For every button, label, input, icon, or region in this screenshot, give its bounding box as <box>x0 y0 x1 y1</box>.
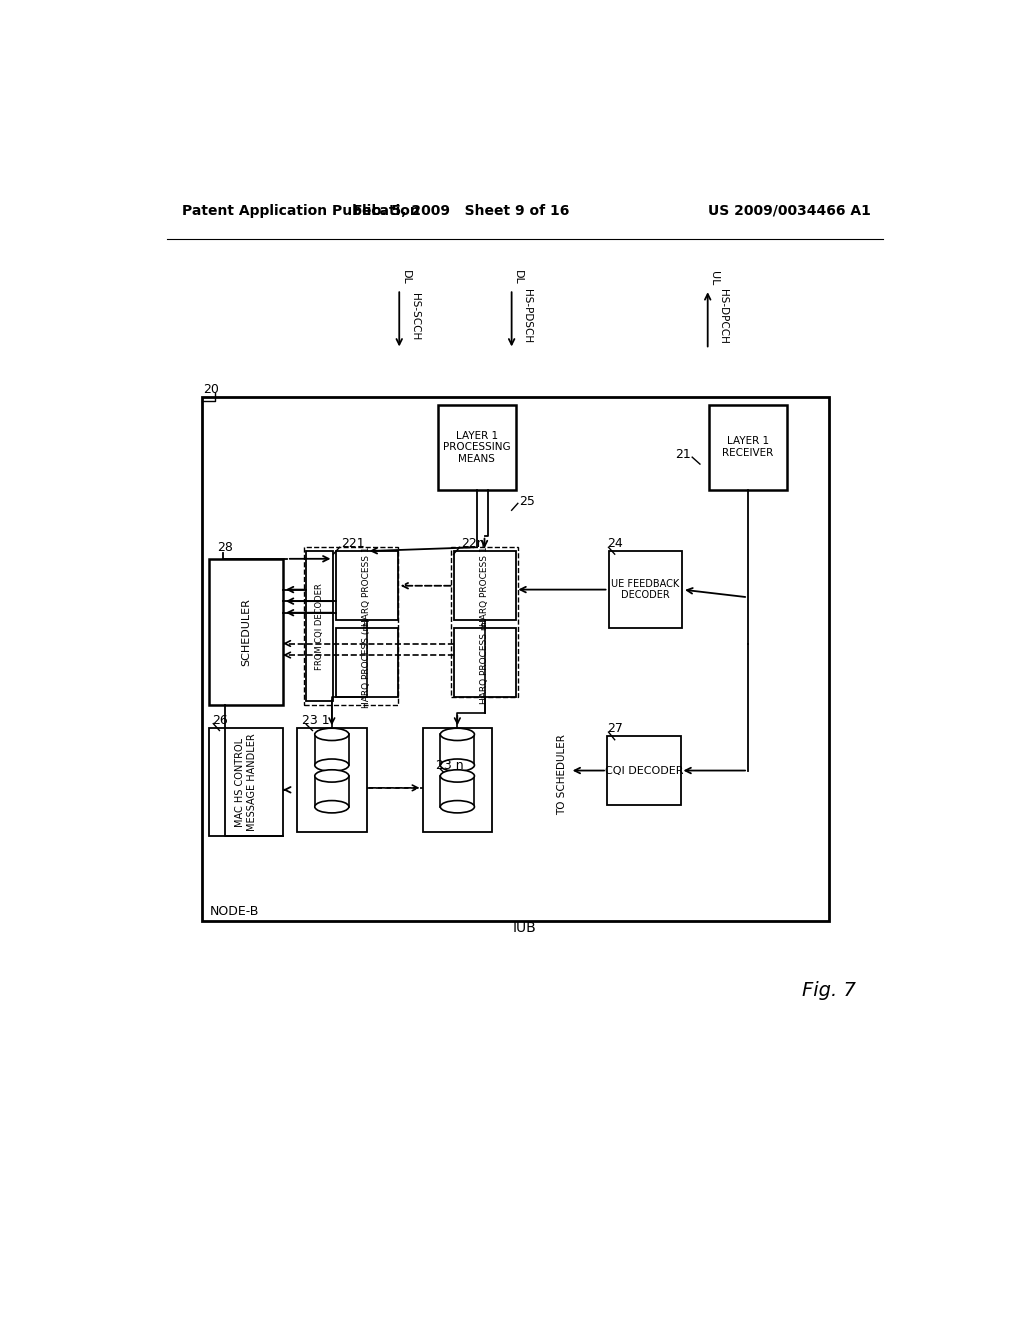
Text: DL: DL <box>400 271 411 285</box>
Text: 23 n: 23 n <box>436 759 464 772</box>
Text: Patent Application Publication: Patent Application Publication <box>182 203 420 218</box>
Text: UL: UL <box>709 271 719 285</box>
Text: HS-SCCH: HS-SCCH <box>410 293 420 339</box>
Bar <box>297 729 367 832</box>
Text: HARQ PROCESS m: HARQ PROCESS m <box>480 622 489 704</box>
Ellipse shape <box>314 759 349 771</box>
Bar <box>608 552 682 628</box>
Text: Feb. 5, 2009   Sheet 9 of 16: Feb. 5, 2009 Sheet 9 of 16 <box>353 203 569 218</box>
Bar <box>336 628 397 697</box>
Text: US 2009/0034466 A1: US 2009/0034466 A1 <box>708 203 870 218</box>
Text: IUB: IUB <box>513 921 537 936</box>
Text: LAYER 1
PROCESSING
MEANS: LAYER 1 PROCESSING MEANS <box>443 430 511 463</box>
Text: DL: DL <box>513 271 523 285</box>
Text: UE FEEDBACK
DECODER: UE FEEDBACK DECODER <box>611 578 680 601</box>
Text: 20: 20 <box>203 383 219 396</box>
Text: NODE-B: NODE-B <box>209 906 259 917</box>
Text: 25: 25 <box>519 495 536 508</box>
Text: HARQ PROCESS 1: HARQ PROCESS 1 <box>480 546 489 626</box>
Text: 22n: 22n <box>461 537 485 550</box>
Bar <box>314 776 349 807</box>
Text: HARQ PROCESS 1: HARQ PROCESS 1 <box>362 546 372 626</box>
Bar <box>304 548 397 705</box>
Ellipse shape <box>440 729 474 741</box>
Ellipse shape <box>440 770 474 781</box>
Text: LAYER 1
RECEIVER: LAYER 1 RECEIVER <box>722 437 773 458</box>
Text: 26: 26 <box>212 714 227 727</box>
Bar <box>607 737 681 805</box>
Text: MAC HS CONTROL
MESSAGE HANDLER: MAC HS CONTROL MESSAGE HANDLER <box>236 733 257 832</box>
Ellipse shape <box>440 800 474 813</box>
Text: 23 1: 23 1 <box>302 714 330 727</box>
Bar <box>454 628 515 697</box>
Bar <box>710 405 786 490</box>
Ellipse shape <box>314 770 349 781</box>
Bar <box>423 729 493 832</box>
Bar <box>314 734 349 766</box>
Bar <box>438 405 515 490</box>
Text: Fig. 7: Fig. 7 <box>802 981 856 999</box>
Bar <box>202 397 829 921</box>
Bar <box>440 734 474 766</box>
Ellipse shape <box>314 729 349 741</box>
Text: 27: 27 <box>607 722 623 735</box>
Text: 24: 24 <box>607 537 623 550</box>
Bar <box>209 729 283 836</box>
Ellipse shape <box>440 759 474 771</box>
Bar <box>306 552 334 701</box>
Text: 21: 21 <box>675 449 690 462</box>
Text: HS-PDSCH: HS-PDSCH <box>522 289 532 343</box>
Bar <box>452 548 518 697</box>
Text: CQI DECODER: CQI DECODER <box>604 766 683 776</box>
Text: HS-DPCCH: HS-DPCCH <box>718 289 728 343</box>
Bar <box>454 552 515 620</box>
Bar <box>209 558 283 705</box>
Text: TO SCHEDULER: TO SCHEDULER <box>557 734 567 814</box>
Ellipse shape <box>314 800 349 813</box>
Text: HARQ PROCESS (m): HARQ PROCESS (m) <box>362 618 372 708</box>
Text: 28: 28 <box>217 541 233 554</box>
Bar <box>336 552 397 620</box>
Bar <box>440 776 474 807</box>
Text: FROM CQI DECODER: FROM CQI DECODER <box>315 583 325 669</box>
Text: SCHEDULER: SCHEDULER <box>242 598 251 665</box>
Text: 221: 221 <box>341 537 365 550</box>
